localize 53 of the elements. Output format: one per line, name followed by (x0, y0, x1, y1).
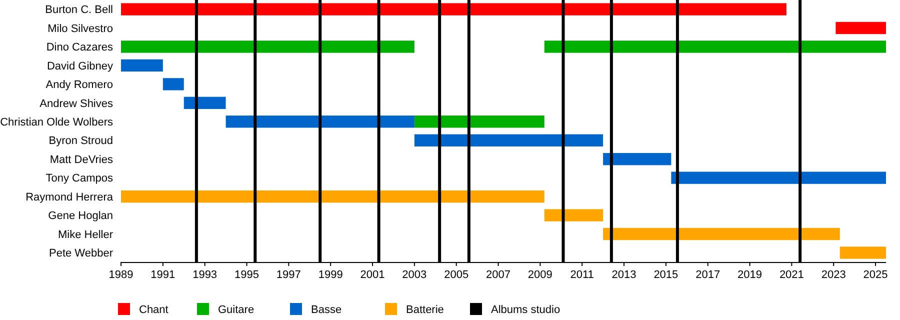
bar (226, 116, 414, 128)
y-tick-label: Andy Romero (46, 79, 113, 92)
bar (184, 96, 226, 109)
bar (603, 228, 840, 240)
x-tick-label: 1989 (108, 269, 134, 281)
x-tick-label: 2001 (360, 269, 385, 281)
y-tick-label: Burton C. Bell (45, 4, 113, 16)
x-tick-label: 1999 (318, 269, 343, 281)
y-tick-label: David Gibney (46, 60, 114, 72)
y-tick-label: Andrew Shives (40, 98, 114, 110)
y-tick-label: Pete Webber (48, 248, 114, 260)
bar (603, 153, 672, 166)
x-tick-label: 2013 (612, 269, 636, 281)
legend-label: Batterie (406, 304, 444, 316)
bar (121, 59, 163, 72)
x-tick-label: 1993 (192, 269, 218, 281)
x-tick-label: 2011 (570, 269, 594, 281)
x-tick-label: 2023 (821, 269, 846, 281)
legend-label: Chant (139, 304, 168, 316)
y-tick-label: Gene Hoglan (48, 210, 113, 222)
x-tick-label: 1995 (234, 269, 259, 281)
bar (671, 172, 886, 184)
bar (414, 134, 604, 146)
bar (121, 40, 414, 53)
bar (414, 116, 544, 128)
legend-label: Albums studio (491, 304, 560, 316)
x-tick-label: 2007 (486, 269, 511, 281)
bar (121, 190, 544, 203)
x-tick-label: 2005 (444, 269, 469, 281)
x-tick-label: 2021 (779, 269, 804, 281)
y-tick-label: Milo Silvestro (48, 22, 113, 35)
y-tick-label: Dino Cazares (46, 42, 114, 54)
y-tick-label: Tony Campos (46, 172, 114, 185)
bar (836, 22, 886, 34)
x-tick-label: 2017 (696, 269, 720, 281)
y-tick-label: Christian Olde Wolbers (0, 116, 114, 128)
y-tick-label: Raymond Herrera (26, 191, 114, 204)
bar (544, 209, 604, 222)
y-tick-label: Byron Stroud (48, 135, 113, 148)
bar (544, 40, 886, 53)
x-tick-label: 2025 (863, 269, 888, 281)
legend-label: Guitare (218, 304, 254, 316)
bar (840, 246, 886, 259)
x-tick-label: 2019 (738, 269, 762, 281)
x-tick-label: 1991 (150, 269, 176, 281)
x-tick-label: 2015 (654, 269, 678, 281)
x-tick-label: 2009 (528, 269, 552, 281)
y-tick-label: Mike Heller (58, 228, 114, 241)
x-tick-label: 2003 (402, 269, 427, 281)
y-tick-label: Matt DeVries (50, 154, 114, 166)
legend-label: Basse (311, 304, 342, 316)
bar (162, 78, 184, 90)
x-tick-label: 1997 (276, 269, 301, 281)
